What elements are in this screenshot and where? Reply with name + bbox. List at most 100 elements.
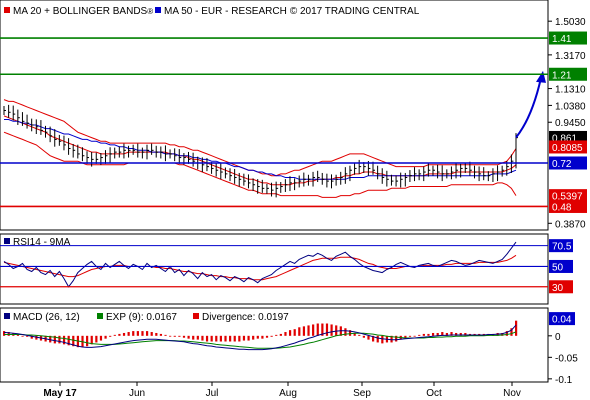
divergence-bar	[390, 335, 393, 343]
exp-legend-swatch	[97, 313, 103, 319]
divergence-bar	[413, 335, 416, 337]
divergence-legend-label: Divergence: 0.0197	[202, 312, 289, 323]
divergence-bar	[284, 332, 287, 336]
divergence-bar	[252, 335, 255, 340]
divergence-bar	[187, 335, 190, 339]
divergence-bar	[127, 332, 130, 336]
divergence-bar	[330, 324, 333, 336]
x-axis: May 17 Jun Jul Aug Sep Oct Nov	[0, 381, 548, 399]
rsi-level-label: 30	[552, 283, 564, 294]
divergence-bar	[233, 335, 236, 342]
rsi-ma-line	[3, 254, 517, 281]
divergence-bar	[90, 335, 93, 345]
divergence-bar	[367, 335, 370, 340]
level-label-pivot: 0.72	[552, 159, 572, 170]
bollinger-upper-line	[3, 99, 517, 177]
divergence-bar	[302, 326, 306, 336]
marker-label-1: 0.8085	[552, 143, 583, 154]
divergence-bar	[455, 332, 458, 336]
divergence-bar	[201, 335, 204, 341]
x-axis-tick-label: Sep	[353, 388, 371, 399]
price-panel-frame	[0, 0, 549, 231]
divergence-bar	[265, 335, 269, 338]
ma50-line	[4, 119, 517, 180]
divergence-bar	[219, 335, 222, 342]
price-axis: 1.5030 1.3170 1.1310 1.0380 0.9450 0.3870 1.41…	[548, 17, 587, 230]
x-axis-tick-label: May 17	[43, 388, 77, 399]
divergence-bar	[72, 335, 75, 347]
divergence-bar	[275, 334, 278, 336]
divergence-bar	[67, 335, 70, 346]
divergence-bar	[261, 335, 264, 339]
level-label-resistance-box	[549, 31, 587, 45]
divergence-bar	[196, 335, 199, 340]
divergence-bar	[418, 334, 421, 336]
divergence-bar	[242, 335, 246, 341]
divergence-bar	[321, 323, 324, 336]
divergence-bar	[436, 332, 439, 336]
level-label-support-box	[549, 199, 587, 213]
divergence-bar	[173, 335, 176, 337]
divergence-bar	[445, 332, 449, 336]
rsi-level-label: 50	[552, 262, 564, 273]
divergence-legend-swatch	[193, 313, 199, 319]
rsi-levels-layer: 70.5 50 30	[0, 239, 573, 294]
divergence-bar	[136, 331, 139, 336]
registered-mark: ®	[147, 7, 153, 16]
bollinger-lower-line	[3, 131, 517, 198]
divergence-bar	[441, 332, 444, 336]
x-axis-tick-label: Jun	[129, 388, 145, 399]
divergence-bar	[431, 332, 435, 336]
macd-level-label: 0.04	[552, 315, 572, 326]
divergence-bar	[150, 332, 153, 336]
divergence-bar	[505, 331, 508, 336]
rsi-legend-swatch	[4, 238, 10, 244]
divergence-bar	[159, 333, 163, 336]
divergence-bar	[7, 332, 10, 336]
divergence-bar	[229, 335, 232, 342]
divergence-bar	[404, 335, 407, 338]
macd-y-tick-label: -0.1	[555, 375, 573, 386]
marker-label-0: 0.861	[552, 133, 577, 144]
divergence-bar	[312, 324, 315, 336]
level-label-target: 1.21	[552, 70, 572, 81]
divergence-bar	[53, 335, 56, 344]
divergence-bar	[58, 335, 61, 344]
ma20-line	[3, 115, 517, 186]
divergence-bar	[164, 334, 167, 336]
divergence-bar	[62, 335, 66, 345]
divergence-bar	[30, 335, 33, 339]
divergence-bar	[372, 335, 375, 342]
divergence-bar	[381, 335, 384, 344]
rsi-legend-label: RSI14 - 9MA	[13, 237, 71, 248]
marker-label-1-box	[549, 140, 587, 154]
divergence-bar	[307, 325, 310, 336]
divergence-bar	[109, 335, 112, 337]
divergence-bar	[501, 332, 504, 336]
rsi-level-label-box	[549, 259, 573, 273]
price-y-tick-label: 0.9450	[555, 118, 586, 129]
macd-legend-label: MACD (26, 12)	[13, 312, 80, 323]
projection-arrow-shaft	[515, 77, 542, 139]
macd-y-tick-label: 0	[555, 332, 561, 343]
divergence-bar	[298, 327, 301, 336]
rsi-level-label-box	[549, 280, 573, 294]
divergence-bar	[358, 334, 361, 336]
divergence-bar	[169, 335, 172, 337]
divergence-bar	[325, 323, 329, 336]
price-y-tick-label: 1.3170	[555, 51, 586, 62]
macd-panel: 0 -0.05 -0.1 0.04 MACD (26, 12) EXP (9): 0.…	[0, 307, 578, 386]
divergence-bar	[288, 330, 292, 336]
x-axis-tick-label: Nov	[503, 388, 521, 399]
ma20-legend-swatch	[4, 7, 10, 13]
macd-series-layer	[3, 320, 518, 351]
divergence-bar	[86, 335, 89, 347]
macd-line	[3, 324, 517, 351]
ma50-legend-label: MA 50 - EUR - RESEARCH	[164, 6, 287, 17]
divergence-bar	[408, 335, 412, 337]
divergence-bar	[395, 335, 398, 342]
divergence-bar	[49, 335, 52, 343]
divergence-bar	[353, 332, 356, 336]
rsi-series-layer	[3, 241, 517, 288]
